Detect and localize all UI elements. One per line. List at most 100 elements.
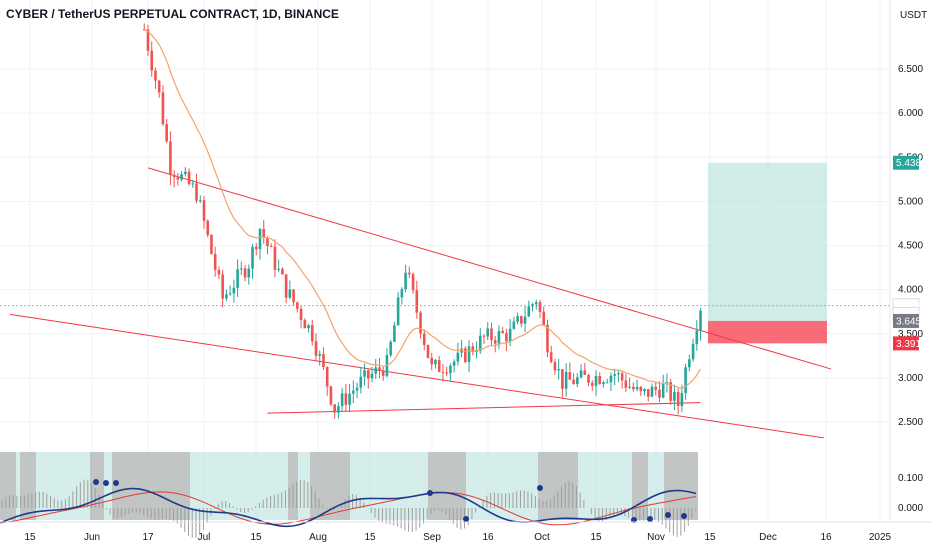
candle-body (161, 92, 165, 125)
candle-body (381, 370, 385, 376)
candle-body (172, 174, 176, 178)
time-tick-label: 15 (704, 532, 716, 543)
candle-body (684, 367, 687, 394)
candle-body (512, 321, 516, 329)
candle-body (236, 269, 239, 288)
price-tick-label: 5.000 (898, 196, 923, 207)
candle-body (426, 344, 430, 358)
candle-body (411, 274, 415, 291)
indicator-tick-label: 0.000 (898, 503, 923, 514)
candle-body (348, 393, 351, 405)
candle-body (546, 324, 549, 353)
candle-body (232, 287, 236, 294)
indicator-band (20, 452, 36, 520)
candle-body (292, 289, 295, 303)
candle-body (654, 386, 658, 390)
candle-body (366, 370, 370, 379)
candle-body (583, 370, 587, 375)
candle-body (598, 375, 602, 384)
candle-body (605, 382, 609, 384)
candles (142, 23, 702, 419)
candle-body (228, 293, 232, 295)
price-axis[interactable]: USDT 6.5006.0005.5005.0004.5004.0003.500… (889, 0, 927, 520)
candle-body (534, 302, 538, 305)
indicator-band (90, 452, 104, 520)
stop-zone[interactable] (708, 320, 827, 344)
candle-body (434, 360, 437, 365)
cross-marker (537, 485, 543, 491)
candle-body (538, 302, 542, 312)
trendline-base[interactable] (267, 402, 701, 414)
candle-body (165, 124, 168, 142)
price-tick-label: 6.500 (898, 64, 923, 75)
candle-body (325, 367, 329, 387)
candle-body (355, 387, 359, 391)
candle-body (422, 333, 426, 345)
svg-text:3.645: 3.645 (896, 316, 921, 327)
candle-body (225, 294, 228, 299)
candle-body (572, 379, 575, 385)
candle-body (184, 171, 187, 175)
grid (0, 0, 890, 520)
candle-body (527, 306, 531, 317)
candle-body (314, 341, 318, 356)
candle-body (609, 375, 613, 383)
candle-body (393, 325, 396, 342)
candle-body (613, 374, 616, 376)
candle-body (195, 183, 198, 201)
candle-body (531, 304, 534, 307)
candle-body (493, 340, 497, 344)
time-tick-label: Jun (84, 532, 100, 543)
candle-body (217, 269, 221, 275)
time-tick-label: Sep (423, 532, 441, 543)
chart-title: CYBER / TetherUS PERPETUAL CONTRACT, 1D,… (6, 7, 339, 21)
trendline-lower[interactable] (9, 313, 824, 439)
candle-body (568, 372, 572, 380)
candle-body (210, 234, 213, 255)
candle-body (221, 274, 224, 299)
candle-body (277, 268, 280, 270)
candle-body (247, 268, 251, 278)
time-tick-label: Aug (309, 532, 327, 543)
candle-body (639, 386, 643, 392)
candle-body (478, 335, 482, 352)
candle-body (602, 382, 605, 384)
candle-body (561, 369, 564, 389)
time-tick-label: Oct (534, 532, 550, 543)
candle-body (646, 389, 650, 397)
candle-body (202, 200, 206, 221)
candle-body (590, 382, 594, 386)
candle-body (658, 389, 661, 398)
candle-body (505, 332, 508, 342)
candle-body (299, 308, 303, 321)
cross-marker (103, 480, 109, 486)
candle-body (643, 389, 646, 392)
indicator-pane: 0.100 0.000 (0, 452, 923, 538)
candle-body (699, 310, 702, 331)
candle-body (363, 370, 366, 377)
price-tick-label: 6.000 (898, 108, 923, 119)
candle-body (281, 268, 284, 275)
candle-body (329, 386, 333, 405)
candle-body (303, 320, 307, 329)
candle-body (187, 171, 191, 185)
candle-body (180, 174, 183, 180)
candle-body (344, 393, 348, 405)
candle-body (676, 392, 680, 407)
candle-body (396, 297, 400, 326)
candle-body (564, 372, 568, 389)
candle-body (523, 316, 527, 324)
candle-body (557, 369, 560, 371)
time-tick-label: Nov (647, 532, 665, 543)
candle-body (650, 386, 654, 397)
target-zone[interactable] (708, 162, 827, 321)
candle-body (665, 382, 669, 384)
candle-body (157, 80, 161, 93)
moving-average-line (144, 28, 702, 389)
candle-body (486, 328, 490, 337)
candle-body (501, 330, 504, 333)
cross-marker (681, 513, 687, 519)
time-axis[interactable]: 15 Jun 17 Jul 15 Aug 15 Sep 16 Oct 15 Nov 15 Dec 16 202… (0, 521, 932, 543)
trendline-upper[interactable] (147, 167, 832, 370)
